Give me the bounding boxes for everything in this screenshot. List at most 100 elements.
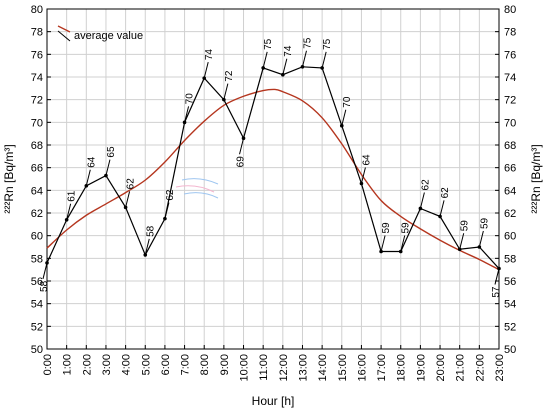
x-tick-label: 22:00 bbox=[474, 354, 486, 382]
legend-label: average value bbox=[74, 30, 143, 42]
y-tick-label-right: 60 bbox=[504, 231, 516, 243]
data-label: 62 bbox=[165, 189, 176, 201]
y-tick-label-right: 54 bbox=[504, 299, 516, 311]
y-tick-label-left: 80 bbox=[31, 4, 43, 16]
data-label: 59 bbox=[460, 220, 471, 232]
y-axis-title-right: ²²²Rn [Bq/m³] bbox=[529, 144, 543, 213]
y-tick-label-left: 72 bbox=[31, 95, 43, 107]
data-label: 58 bbox=[145, 225, 156, 237]
label-leader bbox=[144, 238, 150, 256]
label-leader bbox=[341, 109, 347, 126]
data-label: 59 bbox=[479, 217, 490, 229]
y-tick-label-right: 64 bbox=[504, 185, 516, 197]
label-leader bbox=[400, 235, 406, 252]
x-tick-label: 1:00 bbox=[62, 354, 74, 375]
legend-curve-swatch bbox=[57, 25, 71, 33]
x-tick-label: 16:00 bbox=[356, 354, 368, 382]
y-tick-label-left: 60 bbox=[31, 231, 43, 243]
grid bbox=[47, 8, 499, 350]
data-label: 75 bbox=[322, 38, 333, 50]
y-tick-label-left: 56 bbox=[31, 276, 43, 288]
y-tick-label-left: 52 bbox=[31, 321, 43, 333]
y-tick-label-left: 62 bbox=[31, 208, 43, 220]
data-label: 59 bbox=[381, 222, 392, 234]
y-tick-label-right: 56 bbox=[504, 276, 516, 288]
faint-marks bbox=[175, 178, 219, 199]
y-tick-label-left: 64 bbox=[31, 185, 43, 197]
label-leader bbox=[203, 62, 209, 79]
y-tick-label-right: 58 bbox=[504, 253, 516, 265]
data-label: 75 bbox=[263, 38, 274, 50]
data-label: 70 bbox=[185, 93, 196, 105]
y-tick-label-right: 78 bbox=[504, 27, 516, 39]
label-leader bbox=[239, 138, 245, 155]
x-tick-label: 11:00 bbox=[258, 354, 270, 381]
y-tick-label-left: 58 bbox=[31, 253, 43, 265]
label-leader bbox=[85, 169, 91, 186]
x-tick-label: 18:00 bbox=[396, 354, 408, 382]
series-layer: 58 61 64 65 62 58 62 70 74 72 69 75 74 75 75 70 64 59 59 62… bbox=[39, 37, 502, 297]
data-label: 64 bbox=[86, 156, 97, 168]
label-leader bbox=[223, 83, 229, 100]
x-tick-label: 14:00 bbox=[317, 354, 329, 382]
y-tick-label-right: 70 bbox=[504, 117, 516, 129]
data-label: 62 bbox=[420, 179, 431, 191]
data-label: 74 bbox=[204, 49, 215, 61]
x-tick-label: 12:00 bbox=[278, 354, 290, 382]
y-tick-label-right: 66 bbox=[504, 163, 516, 175]
y-tick-label-left: 68 bbox=[31, 140, 43, 152]
data-label: 65 bbox=[106, 146, 117, 158]
x-tick-label: 0:00 bbox=[42, 354, 54, 375]
x-tick-label: 13:00 bbox=[297, 354, 309, 382]
y-tick-label-left: 54 bbox=[31, 299, 43, 311]
x-tick-label: 23:00 bbox=[494, 354, 506, 382]
x-tick-label: 9:00 bbox=[219, 354, 231, 375]
x-tick-label: 20:00 bbox=[435, 354, 447, 382]
x-axis-title: Hour [h] bbox=[252, 394, 295, 408]
x-tick-label: 8:00 bbox=[199, 354, 211, 375]
x-tick-label: 3:00 bbox=[101, 354, 113, 375]
data-label: 61 bbox=[67, 190, 78, 202]
x-tick-label: 6:00 bbox=[160, 354, 172, 375]
label-leader bbox=[66, 203, 72, 220]
label-leader bbox=[125, 191, 131, 208]
data-label: 59 bbox=[401, 222, 412, 234]
x-tick-label: 2:00 bbox=[81, 354, 93, 375]
y-tick-label-right: 68 bbox=[504, 140, 516, 152]
data-label: 58 bbox=[39, 280, 50, 292]
data-point bbox=[84, 184, 89, 188]
x-tick-label: 21:00 bbox=[455, 354, 467, 382]
label-leader bbox=[164, 202, 170, 219]
y-tick-label-left: 66 bbox=[31, 163, 43, 175]
label-leader bbox=[494, 268, 500, 285]
label-leader bbox=[439, 200, 445, 217]
x-tick-label: 10:00 bbox=[239, 354, 251, 382]
y-tick-label-left: 70 bbox=[31, 117, 43, 129]
label-leader bbox=[301, 50, 307, 67]
legend-line-swatch bbox=[57, 30, 71, 42]
legend: average value bbox=[57, 25, 143, 42]
y-tick-label-right: 72 bbox=[504, 95, 516, 107]
label-leader bbox=[282, 58, 288, 75]
y-axis-title-left: ²²²Rn [Bq/m³] bbox=[2, 144, 16, 213]
label-leader bbox=[321, 51, 327, 69]
x-tick-label: 19:00 bbox=[415, 354, 427, 382]
y-tick-label-left: 76 bbox=[31, 49, 43, 61]
label-leader bbox=[459, 233, 465, 250]
label-leader bbox=[419, 192, 425, 209]
data-point bbox=[123, 205, 128, 210]
average-value-line bbox=[46, 66, 500, 269]
y-tick-label-left: 78 bbox=[31, 27, 43, 39]
x-tick-label: 15:00 bbox=[337, 354, 349, 382]
label-leader bbox=[42, 262, 48, 279]
data-label: 62 bbox=[440, 187, 451, 199]
data-label: 70 bbox=[342, 96, 353, 108]
data-label: 64 bbox=[361, 154, 372, 166]
x-tick-label: 5:00 bbox=[140, 354, 152, 375]
y-tick-label-right: 80 bbox=[504, 4, 516, 16]
x-tick-label: 17:00 bbox=[376, 354, 388, 382]
data-label: 74 bbox=[283, 45, 294, 57]
